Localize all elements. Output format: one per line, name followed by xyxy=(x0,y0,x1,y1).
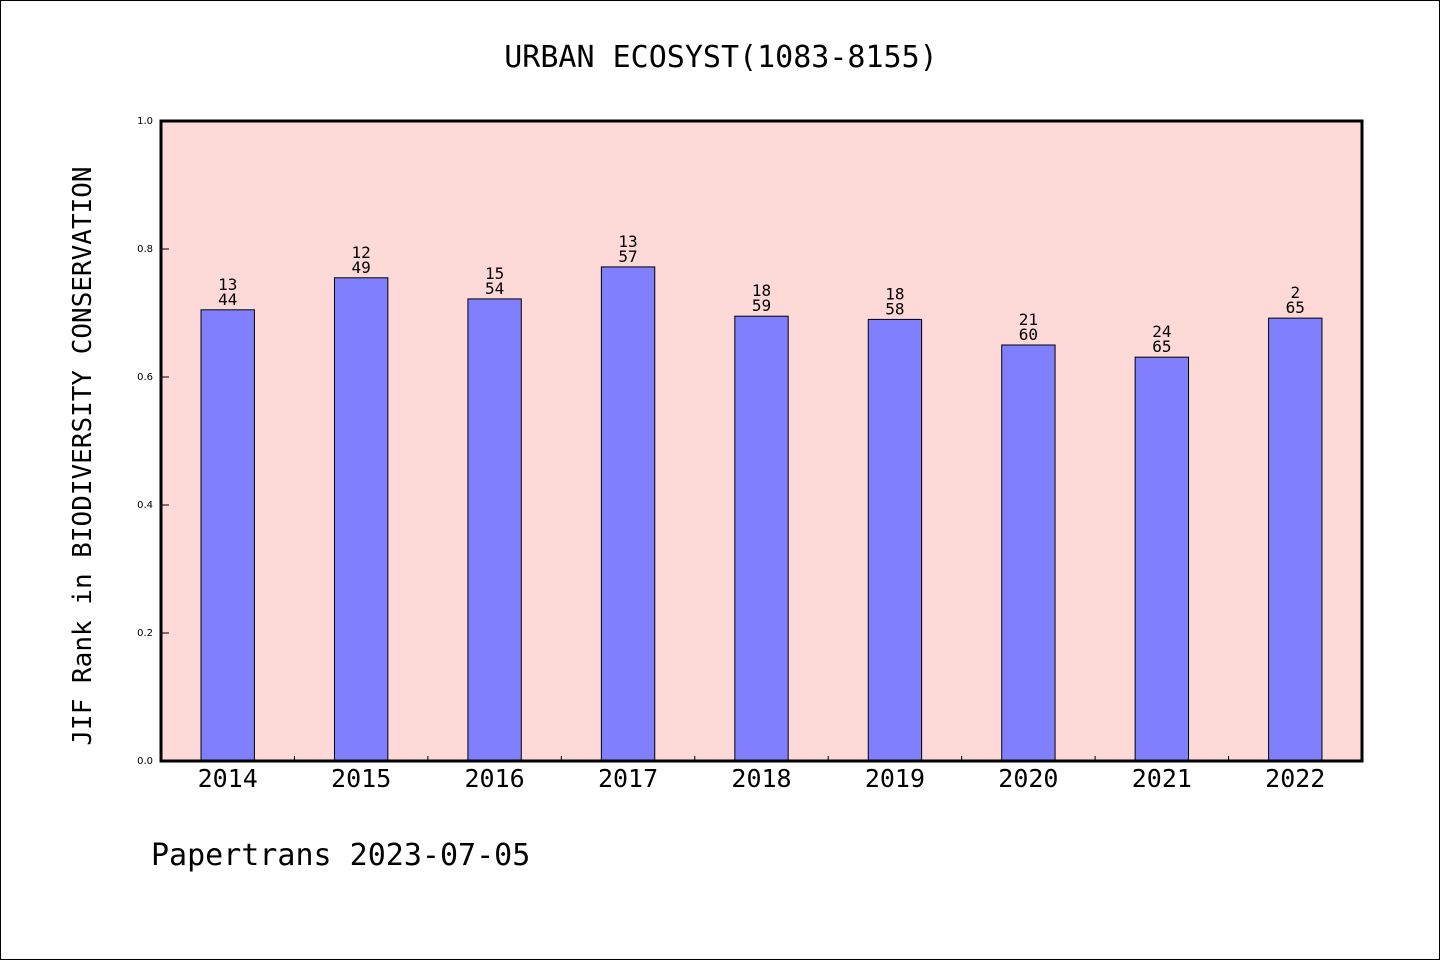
y-tick-label-0.8: 0.8 xyxy=(137,244,153,255)
x-tick-label-2022: 2022 xyxy=(1265,764,1325,793)
data-label-2021-top: 24 xyxy=(1152,322,1171,341)
bar-2022 xyxy=(1268,317,1323,762)
footer-credit: Papertrans 2023-07-05 xyxy=(151,838,530,873)
x-tick-label-2017: 2017 xyxy=(598,764,658,793)
x-tick-label-2018: 2018 xyxy=(731,764,791,793)
x-tick-label-2016: 2016 xyxy=(465,764,525,793)
data-label-2014-bottom: 44 xyxy=(218,290,237,309)
y-tick-label-1.0: 1.0 xyxy=(137,116,153,127)
data-label-2019-top: 18 xyxy=(885,284,904,303)
bar-2017 xyxy=(600,266,656,762)
bars-layer xyxy=(200,266,1323,762)
data-label-2015-top: 12 xyxy=(352,243,371,262)
bar-2021 xyxy=(1134,356,1190,762)
data-label-2018-top: 18 xyxy=(752,281,771,300)
x-tick-label-2020: 2020 xyxy=(998,764,1058,793)
bar-2016 xyxy=(467,298,522,762)
data-label-2017-bottom: 57 xyxy=(618,247,637,266)
y-tick-label-0.2: 0.2 xyxy=(137,628,153,639)
data-label-2018-bottom: 59 xyxy=(752,296,771,315)
x-tick-label-2015: 2015 xyxy=(331,764,391,793)
y-tick-label-0.6: 0.6 xyxy=(137,372,153,383)
data-label-2016-top: 15 xyxy=(485,264,504,283)
bar-2014 xyxy=(200,309,255,762)
y-tick-label-0.0: 0.0 xyxy=(137,756,153,767)
data-label-2019-bottom: 58 xyxy=(885,299,904,318)
data-label-2020-bottom: 60 xyxy=(1019,325,1038,344)
x-tick-label-2014: 2014 xyxy=(198,764,258,793)
bar-2020 xyxy=(1001,344,1056,762)
chart-title: URBAN ECOSYST(1083-8155) xyxy=(504,40,937,75)
data-label-2022-top: 2 xyxy=(1290,283,1300,302)
data-label-2021-bottom: 65 xyxy=(1152,337,1171,356)
x-axis: 2014 2015 2016 2017 2018 2019 2020 2021 2022 xyxy=(198,756,1325,793)
y-axis-label: JIF Rank in BIODIVERSITY CONSERVATION xyxy=(68,166,98,745)
data-label-2014-top: 13 xyxy=(218,275,237,294)
data-label-2020-top: 21 xyxy=(1019,310,1038,329)
data-label-2016-bottom: 54 xyxy=(485,279,504,298)
x-tick-label-2021: 2021 xyxy=(1132,764,1192,793)
y-axis: 0.0 0.2 0.4 0.6 0.8 1.0 xyxy=(137,116,169,767)
data-label-2022-bottom: 65 xyxy=(1286,298,1305,317)
y-tick-label-0.4: 0.4 xyxy=(137,500,153,511)
data-label-2015-bottom: 49 xyxy=(352,258,371,277)
data-label-2017-top: 13 xyxy=(618,232,637,251)
x-tick-label-2019: 2019 xyxy=(865,764,925,793)
bar-2019 xyxy=(867,318,923,762)
bar-2018 xyxy=(734,315,789,762)
plot-border xyxy=(159,119,1364,763)
bar-2015 xyxy=(333,277,389,762)
